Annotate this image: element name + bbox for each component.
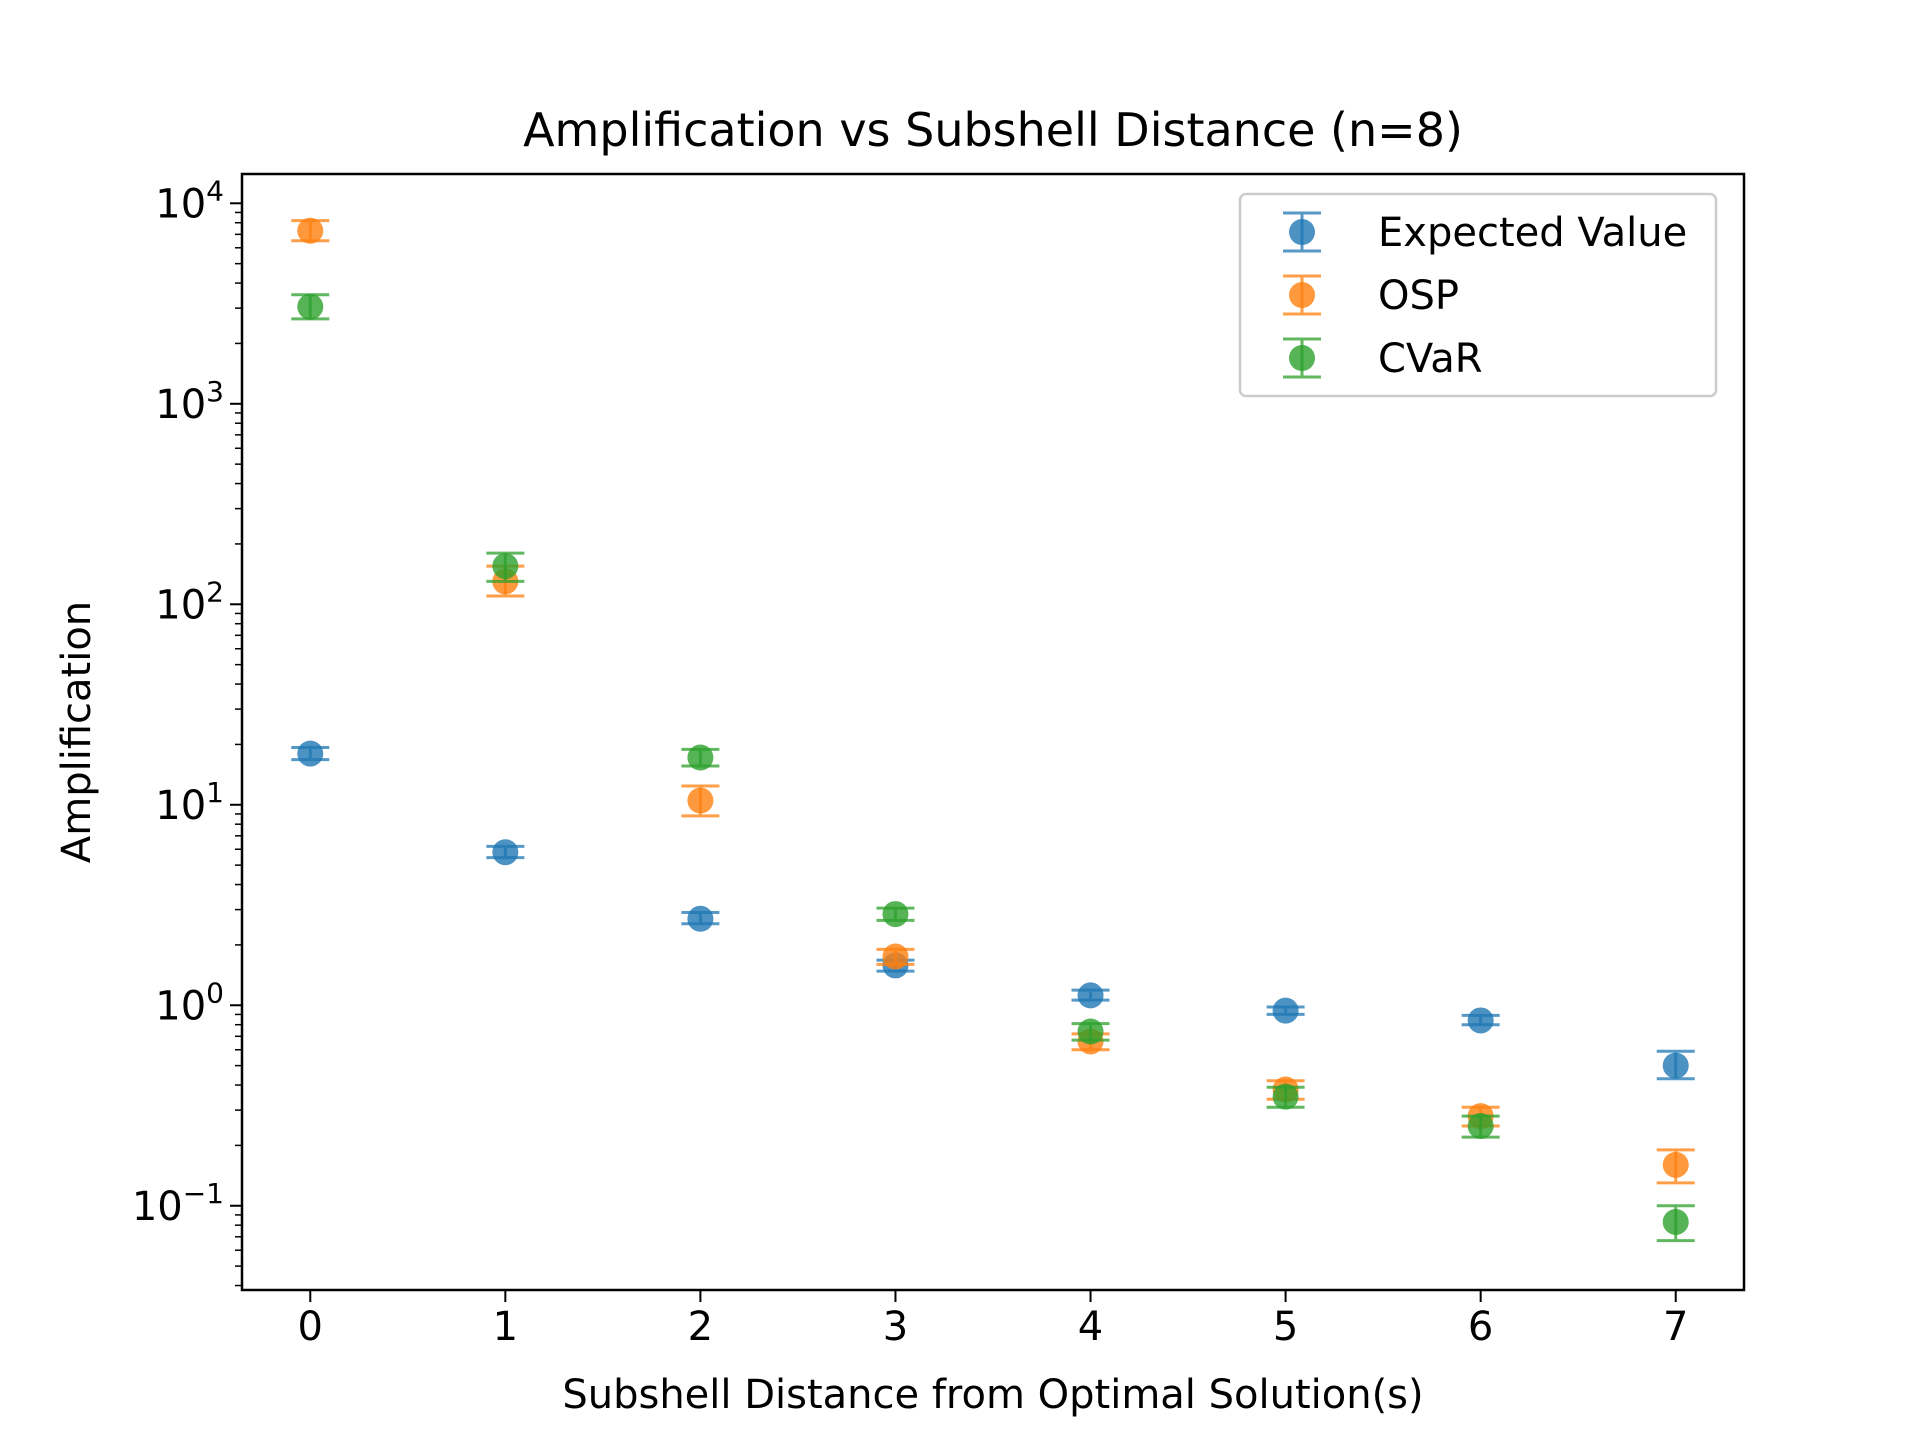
data-point: [1272, 1083, 1299, 1110]
y-ticks: 10−1 100 101 102 103 104: [132, 174, 242, 1287]
data-point: [882, 943, 909, 970]
data-point: [687, 787, 714, 814]
x-tick-label: 4: [1078, 1304, 1103, 1350]
legend-item: OSP: [1283, 273, 1459, 319]
x-tick-label: 3: [883, 1304, 908, 1350]
y-tick-label: 101: [155, 776, 224, 829]
series-0: [291, 740, 1695, 1081]
data-point: [1467, 1007, 1494, 1034]
data-point: [882, 901, 909, 928]
x-tick-label: 1: [493, 1304, 518, 1350]
y-tick-label: 104: [155, 174, 224, 227]
data-point: [1077, 982, 1104, 1009]
y-tick-label: 10−1: [132, 1177, 224, 1230]
data-point: [687, 905, 714, 932]
x-tick-label: 6: [1468, 1304, 1493, 1350]
legend-label: OSP: [1378, 273, 1459, 319]
y-tick-label: 100: [155, 976, 224, 1029]
x-ticks: 0 1 2 3 4 5 6 7: [298, 1290, 1688, 1350]
data-point: [492, 839, 519, 866]
data-point: [297, 293, 324, 320]
data-point: [1272, 997, 1299, 1024]
data-point: [297, 217, 324, 244]
plot-frame: [240, 172, 1746, 1292]
y-axis-label: Amplification: [54, 601, 100, 863]
x-tick-label: 0: [298, 1304, 323, 1350]
marks-layer: [291, 217, 1695, 1243]
x-tick-label: 7: [1663, 1304, 1688, 1350]
x-tick-label: 2: [688, 1304, 713, 1350]
x-tick-label: 5: [1273, 1304, 1298, 1350]
data-point: [297, 740, 324, 767]
legend-label: Expected Value: [1378, 210, 1687, 256]
data-point: [1467, 1112, 1494, 1139]
y-tick-label: 103: [155, 375, 224, 428]
series-2: [291, 293, 1695, 1243]
x-axis-label: Subshell Distance from Optimal Solution(…: [562, 1372, 1423, 1418]
legend-frame: [1238, 192, 1718, 398]
data-point: [1662, 1208, 1689, 1235]
legend-item: Expected Value: [1283, 210, 1687, 256]
chart-title: Amplification vs Subshell Distance (n=8): [523, 103, 1463, 157]
y-tick-label: 102: [155, 575, 224, 628]
legend: Expected Value OSP CVaR: [1238, 192, 1718, 398]
data-point: [1662, 1052, 1689, 1079]
legend-item: CVaR: [1283, 336, 1483, 382]
data-point: [492, 553, 519, 580]
data-point: [687, 744, 714, 771]
data-point: [1077, 1018, 1104, 1045]
legend-label: CVaR: [1378, 336, 1483, 382]
data-point: [1662, 1151, 1689, 1178]
